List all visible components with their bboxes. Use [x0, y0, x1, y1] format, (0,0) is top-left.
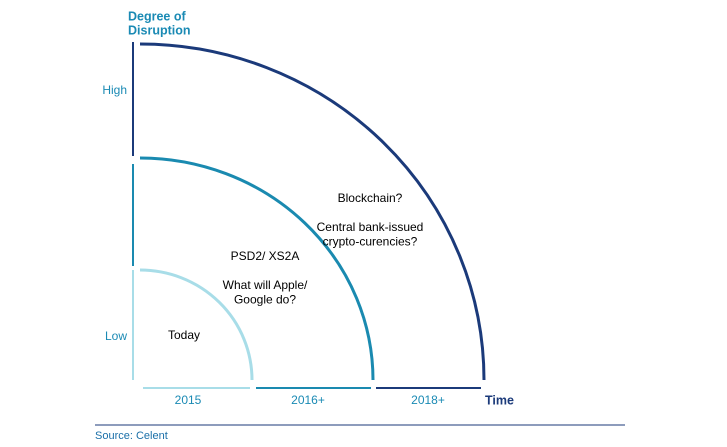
x-period: 2016+ — [291, 393, 325, 407]
zone-labels: Today PSD2/ XS2A What will Apple/Google do… — [168, 191, 423, 342]
y-level: High — [102, 83, 127, 97]
x-period: 2018+ — [411, 393, 445, 407]
zone-label: Blockchain? — [338, 191, 403, 205]
arc-2018 — [139, 42, 486, 381]
source: Source: Celent — [95, 430, 168, 442]
y-axis-title: Degree of — [128, 9, 186, 23]
zone-label: Google do? — [234, 293, 296, 307]
zone-label: crypto-curencies? — [323, 235, 418, 249]
x-axis-title: Time — [485, 393, 514, 407]
zone-label: Central bank-issued — [317, 220, 424, 234]
zone-label: Today — [168, 328, 200, 342]
y-axis-title: Disruption — [128, 23, 191, 37]
x-period: 2015 — [175, 393, 202, 407]
arc-2016 — [139, 156, 375, 381]
zone-label: PSD2/ XS2A — [231, 249, 300, 263]
arc-today — [139, 268, 254, 381]
y-level: Low — [105, 329, 127, 343]
zone-label: What will Apple/ — [223, 278, 308, 292]
